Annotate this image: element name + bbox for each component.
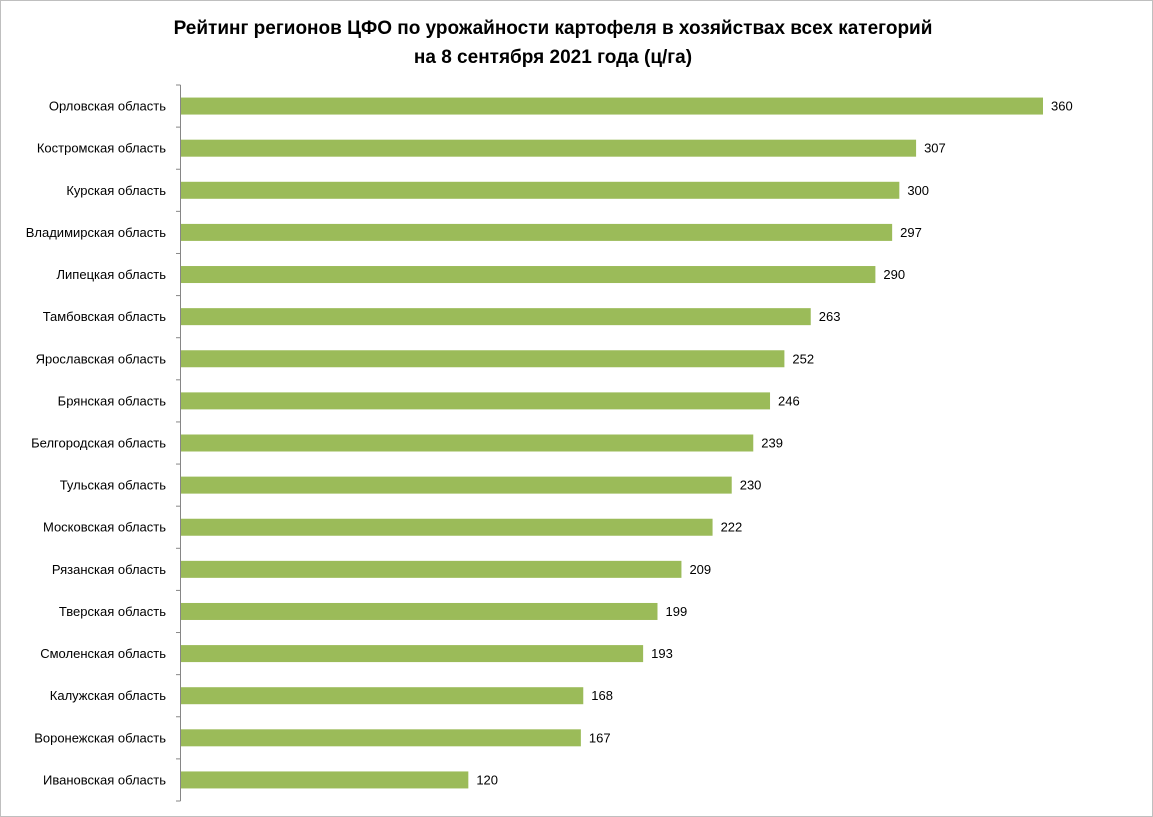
bar bbox=[181, 181, 900, 199]
data-label: 290 bbox=[883, 267, 905, 282]
data-label: 246 bbox=[778, 393, 800, 408]
bar bbox=[181, 476, 732, 494]
bar bbox=[181, 602, 658, 620]
data-label: 120 bbox=[476, 772, 498, 787]
chart-title-line-1: Рейтинг регионов ЦФО по урожайности карт… bbox=[173, 18, 933, 39]
category-label: Воронежская область bbox=[34, 730, 166, 745]
category-label: Ярославская область bbox=[36, 351, 167, 366]
category-label: Курская область bbox=[66, 183, 166, 198]
data-label: 263 bbox=[819, 309, 841, 324]
bar bbox=[181, 392, 771, 410]
category-label: Липецкая область bbox=[57, 267, 167, 282]
data-label: 209 bbox=[689, 562, 711, 577]
category-label: Московская область bbox=[43, 520, 166, 535]
chart-title-line-2: на 8 сентября 2021 года (ц/га) bbox=[413, 47, 693, 68]
category-label: Смоленская область bbox=[40, 646, 166, 661]
data-label: 193 bbox=[651, 646, 673, 661]
bar bbox=[181, 223, 893, 241]
data-label: 239 bbox=[761, 436, 783, 451]
data-label: 168 bbox=[591, 688, 613, 703]
data-label: 297 bbox=[900, 225, 922, 240]
data-label: 307 bbox=[924, 141, 946, 156]
data-label: 230 bbox=[740, 478, 762, 493]
bar bbox=[181, 687, 584, 705]
category-label: Костромская область bbox=[37, 141, 166, 156]
bar bbox=[181, 139, 917, 157]
bar bbox=[181, 729, 581, 747]
data-label: 360 bbox=[1051, 99, 1073, 114]
data-label: 222 bbox=[721, 520, 743, 535]
bar bbox=[181, 434, 754, 452]
chart-title: Рейтинг регионов ЦФО по урожайности карт… bbox=[0, 14, 1106, 72]
bar bbox=[181, 97, 1043, 115]
data-label: 252 bbox=[792, 351, 814, 366]
category-label: Тверская область bbox=[59, 604, 166, 619]
bar bbox=[181, 518, 713, 536]
bar bbox=[181, 266, 876, 284]
data-label: 300 bbox=[907, 183, 929, 198]
category-label: Владимирская область bbox=[26, 225, 166, 240]
bar bbox=[181, 350, 785, 368]
data-label: 199 bbox=[665, 604, 687, 619]
bar bbox=[181, 308, 811, 326]
bar bbox=[181, 771, 469, 789]
category-label: Белгородская область bbox=[31, 436, 166, 451]
category-label: Рязанская область bbox=[52, 562, 166, 577]
category-label: Ивановская область bbox=[43, 772, 166, 787]
data-label: 167 bbox=[589, 730, 611, 745]
category-label: Брянская область bbox=[58, 393, 167, 408]
category-label: Тамбовская область bbox=[43, 309, 167, 324]
bar bbox=[181, 560, 682, 578]
bar bbox=[181, 645, 644, 663]
category-label: Калужская область bbox=[50, 688, 166, 703]
category-label: Тульская область bbox=[60, 478, 166, 493]
category-label: Орловская область bbox=[49, 99, 166, 114]
